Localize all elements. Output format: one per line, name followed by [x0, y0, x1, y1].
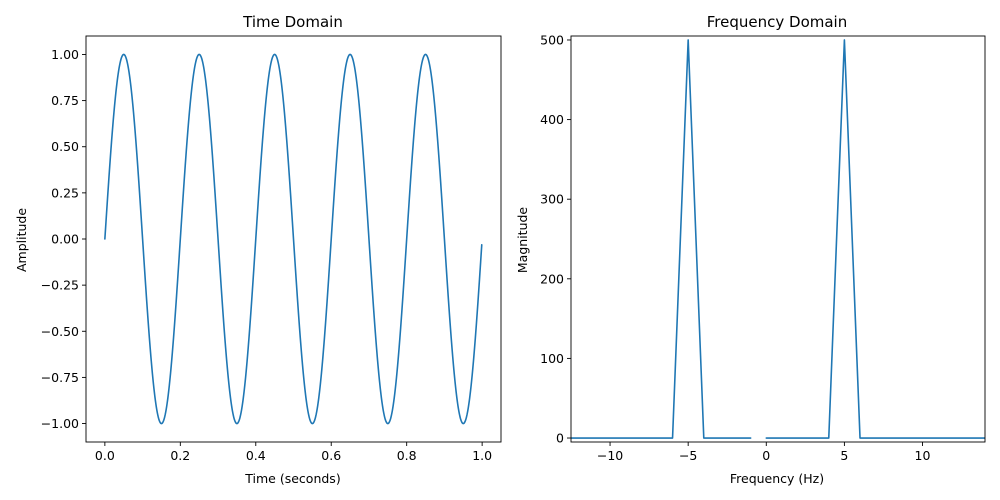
frequency-domain-series-line-0	[571, 39, 752, 439]
time-domain-y-tick-label: −1.00	[41, 416, 79, 431]
time-domain-y-tick-label: 0.00	[51, 232, 79, 247]
time-domain-y-tick-label: −0.50	[41, 324, 79, 339]
frequency-domain-y-axis-ticks: 0 100 200 300 400 500	[540, 32, 571, 446]
frequency-domain-x-tick-label: 10	[915, 448, 931, 463]
time-domain-y-axis-ticks: −1.00 −0.75 −0.50 −0.25 0.00 0.25 0.50 0.75 1.00	[41, 47, 86, 431]
time-domain-y-axis-label: Amplitude	[14, 208, 29, 272]
time-domain-x-tick-label: 0.4	[246, 448, 266, 463]
time-domain-y-tick-label: 0.50	[51, 139, 79, 154]
frequency-domain-y-tick-label: 300	[540, 192, 564, 207]
time-domain-panel: Time Domain 0.0 0.2 0.4 0.6 0.8 1.0 −1.00 −0.7…	[14, 13, 502, 486]
time-domain-y-tick-label: 0.75	[51, 93, 79, 108]
time-domain-y-tick-label: 1.00	[51, 47, 79, 62]
time-domain-title: Time Domain	[242, 13, 343, 31]
frequency-domain-y-tick-label: 500	[540, 32, 564, 47]
frequency-domain-plot-area	[571, 39, 985, 439]
time-domain-axes-frame	[85, 35, 502, 443]
time-domain-x-tick-label: 0.0	[95, 448, 115, 463]
frequency-domain-x-tick-label: 5	[840, 448, 848, 463]
frequency-domain-y-tick-label: 200	[540, 271, 564, 286]
time-domain-y-tick-label: 0.25	[51, 185, 79, 200]
time-domain-series-line-0	[104, 53, 483, 425]
time-domain-x-axis-ticks: 0.0 0.2 0.4 0.6 0.8 1.0	[95, 442, 492, 463]
frequency-domain-x-axis-label: Frequency (Hz)	[730, 471, 824, 486]
time-domain-plot-area	[104, 53, 483, 425]
frequency-domain-y-tick-label: 0	[556, 431, 564, 446]
time-domain-x-tick-label: 0.8	[397, 448, 417, 463]
time-domain-y-tick-label: −0.25	[41, 278, 79, 293]
frequency-domain-y-axis-label: Magnitude	[515, 207, 530, 274]
frequency-domain-title: Frequency Domain	[707, 13, 847, 31]
frequency-domain-x-axis-ticks: −10 −5 0 5 10	[597, 442, 931, 463]
frequency-domain-x-tick-label: 0	[762, 448, 770, 463]
frequency-domain-x-tick-label: −10	[597, 448, 623, 463]
frequency-domain-y-tick-label: 100	[540, 351, 564, 366]
frequency-domain-panel: Frequency Domain −10 −5 0 5 10 0 100 200 300 400…	[515, 13, 986, 486]
time-domain-y-tick-label: −0.75	[41, 370, 79, 385]
frequency-domain-y-tick-label: 400	[540, 112, 564, 127]
frequency-domain-series-line-1	[765, 39, 985, 439]
time-domain-x-tick-label: 0.6	[321, 448, 341, 463]
time-domain-x-tick-label: 1.0	[472, 448, 492, 463]
frequency-domain-x-tick-label: −5	[679, 448, 697, 463]
frequency-domain-axes-frame	[570, 35, 986, 443]
time-domain-x-axis-label: Time (seconds)	[244, 471, 340, 486]
time-domain-x-tick-label: 0.2	[170, 448, 190, 463]
